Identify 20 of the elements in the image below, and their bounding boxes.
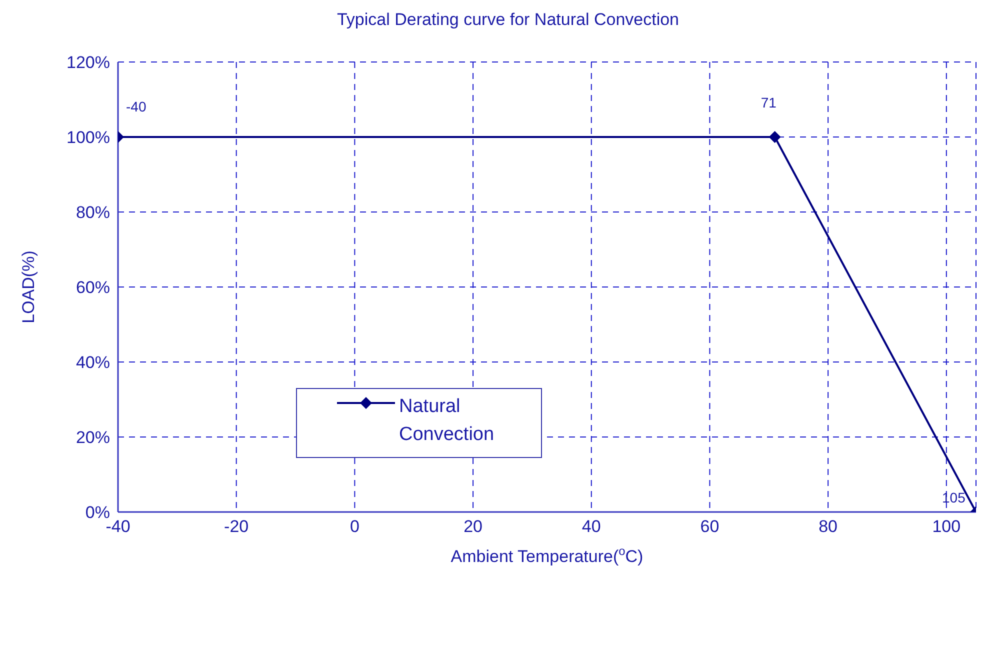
annotation: 71 [760, 94, 777, 110]
x-tick-label: 20 [464, 517, 482, 536]
x-tick-label: 60 [700, 517, 720, 536]
x-tick-label: -20 [224, 517, 249, 536]
y-tick-label: 60% [76, 278, 110, 298]
y-axis-title: LOAD(%) [19, 250, 38, 324]
legend-label: Natural Convection [399, 395, 496, 447]
annotation: -40 [126, 98, 146, 114]
chart-title: Typical Derating curve for Natural Convection [336, 10, 680, 30]
x-axis-title: Ambient Temperature($^{o}$C) [450, 544, 644, 566]
y-tick-label: 80% [76, 203, 110, 222]
y-tick-label: 100% [66, 128, 110, 148]
x-tick-label: 40 [582, 517, 601, 536]
annotation: 105 [942, 489, 966, 506]
x-tick-label: 0 [350, 517, 360, 536]
y-tick-label: 120% [66, 53, 110, 72]
y-tick-label: 20% [76, 428, 110, 448]
x-tick-label: 80 [818, 517, 838, 536]
y-tick-label: 40% [76, 353, 110, 372]
x-tick-label: 100 [932, 517, 961, 536]
